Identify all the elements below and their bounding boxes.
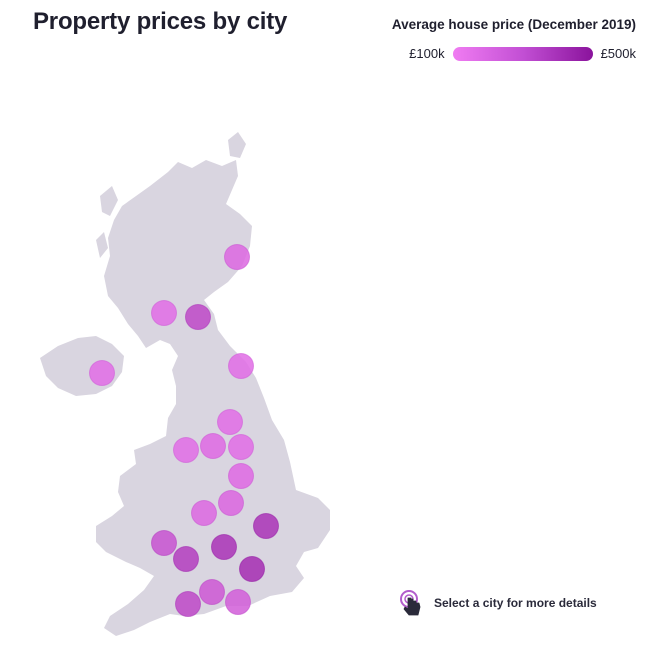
legend-title: Average house price (December 2019)	[391, 17, 636, 32]
city-marker-sheffield[interactable]	[228, 434, 254, 460]
city-marker-brighton[interactable]	[225, 589, 251, 615]
legend-max-label: £500k	[600, 46, 636, 61]
hebrides-shape	[100, 186, 118, 216]
northern-isles-shape	[228, 132, 246, 158]
legend: Average house price (December 2019) £100…	[386, 17, 636, 61]
city-marker-cardiff[interactable]	[151, 530, 177, 556]
legend-scale: £100k £500k	[386, 46, 636, 61]
city-marker-london[interactable]	[239, 556, 265, 582]
city-marker-birmingham[interactable]	[191, 500, 217, 526]
city-marker-belfast[interactable]	[89, 360, 115, 386]
legend-min-label: £100k	[409, 46, 445, 61]
city-marker-oxford[interactable]	[211, 534, 237, 560]
city-marker-leicester[interactable]	[218, 490, 244, 516]
great-britain-shape	[96, 160, 330, 636]
city-markers	[89, 244, 279, 617]
city-marker-cambridge[interactable]	[253, 513, 279, 539]
city-marker-aberdeen[interactable]	[224, 244, 250, 270]
select-city-hint: Select a city for more details	[398, 589, 597, 617]
hint-text: Select a city for more details	[434, 596, 597, 610]
city-marker-southampton[interactable]	[199, 579, 225, 605]
hebrides-shape-2	[96, 232, 108, 258]
city-marker-bristol[interactable]	[173, 546, 199, 572]
city-marker-nottingham[interactable]	[228, 463, 254, 489]
city-marker-exeter[interactable]	[175, 591, 201, 617]
city-marker-glasgow[interactable]	[151, 300, 177, 326]
city-marker-edinburgh[interactable]	[185, 304, 211, 330]
tap-hand-icon	[400, 590, 421, 616]
city-marker-manchester[interactable]	[200, 433, 226, 459]
page-title: Property prices by city	[33, 8, 288, 35]
city-marker-newcastle[interactable]	[228, 353, 254, 379]
city-marker-leeds[interactable]	[217, 409, 243, 435]
legend-gradient-bar	[452, 46, 593, 61]
city-marker-liverpool[interactable]	[173, 437, 199, 463]
